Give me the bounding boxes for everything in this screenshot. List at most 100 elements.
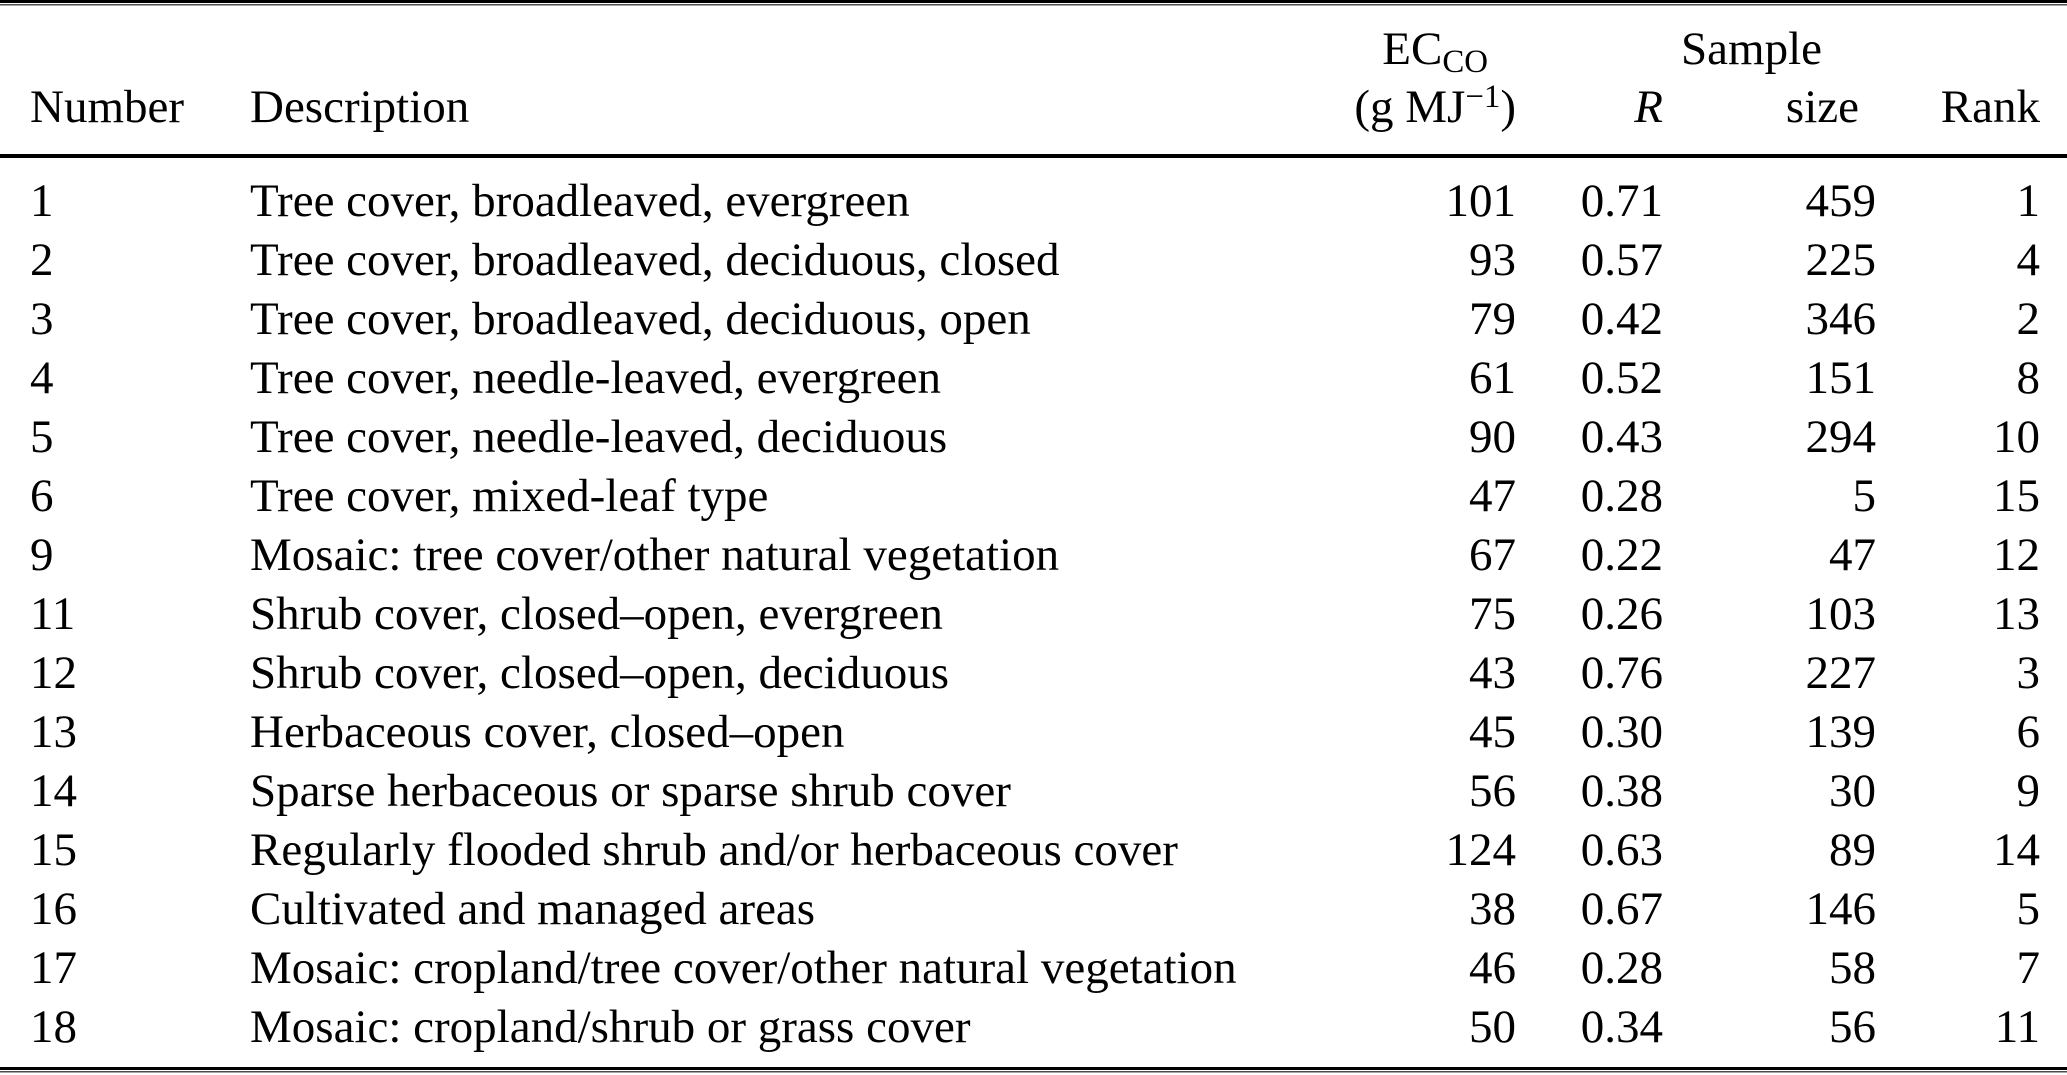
cell-description: Tree cover, needle-leaved, evergreen <box>250 352 942 404</box>
cell-sample-size: 346 <box>1805 293 1877 345</box>
table-body: 1 Tree cover, broadleaved, evergreen 101… <box>0 156 2067 1067</box>
cell-number: 4 <box>30 352 54 404</box>
table-row: 5 Tree cover, needle-leaved, deciduous 9… <box>0 408 2067 467</box>
cell-description: Tree cover, mixed-leaf type <box>250 470 769 522</box>
cell-rank: 14 <box>1993 824 2040 876</box>
cell-rank: 13 <box>1993 588 2040 640</box>
cell-rank: 15 <box>1993 470 2040 522</box>
cell-ec: 124 <box>1445 824 1517 876</box>
cell-number: 6 <box>30 470 54 522</box>
cell-description: Tree cover, broadleaved, evergreen <box>250 175 910 227</box>
cell-ec: 38 <box>1469 883 1516 935</box>
cell-sample-size: 5 <box>1852 470 1877 522</box>
cell-sample-size: 30 <box>1829 765 1876 817</box>
cell-number: 13 <box>30 706 77 758</box>
cell-ec: 45 <box>1469 706 1516 758</box>
cell-ec: 50 <box>1469 1001 1516 1053</box>
cell-r: 0.42 <box>1580 293 1663 345</box>
header-sample-line2: size <box>1785 81 1859 133</box>
table-row: 11 Shrub cover, closed–open, evergreen 7… <box>0 585 2067 644</box>
cell-r: 0.63 <box>1580 824 1663 876</box>
cell-number: 5 <box>30 411 54 463</box>
cell-ec: 79 <box>1469 293 1516 345</box>
cell-ec: 75 <box>1469 588 1516 640</box>
table-row: 17 Mosaic: cropland/tree cover/other nat… <box>0 939 2067 998</box>
table-header: Number Description ECCO (g MJ−1) R Sampl… <box>0 6 2067 158</box>
cell-r: 0.28 <box>1580 942 1663 994</box>
cell-r: 0.30 <box>1580 706 1663 758</box>
cell-rank: 11 <box>1994 1001 2040 1053</box>
cell-ec: 101 <box>1445 175 1517 227</box>
cell-r: 0.34 <box>1580 1001 1663 1053</box>
cell-ec: 47 <box>1469 470 1516 522</box>
table-row: 6 Tree cover, mixed-leaf type 47 0.28 5 … <box>0 467 2067 526</box>
cell-rank: 2 <box>2016 293 2041 345</box>
table-row: 12 Shrub cover, closed–open, deciduous 4… <box>0 644 2067 703</box>
cell-sample-size: 47 <box>1829 529 1876 581</box>
header-description: Description <box>220 6 1160 158</box>
table-row: 1 Tree cover, broadleaved, evergreen 101… <box>0 156 2067 231</box>
cell-number: 15 <box>30 824 77 876</box>
header-rank: Rank <box>1876 6 2067 158</box>
cell-ec: 43 <box>1469 647 1516 699</box>
cell-r: 0.43 <box>1580 411 1663 463</box>
cell-r: 0.57 <box>1580 234 1663 286</box>
table-row: 18 Mosaic: cropland/shrub or grass cover… <box>0 998 2067 1067</box>
cell-number: 14 <box>30 765 77 817</box>
cell-rank: 12 <box>1993 529 2040 581</box>
cell-rank: 6 <box>2016 706 2041 758</box>
cell-description: Shrub cover, closed–open, deciduous <box>250 647 950 699</box>
cell-ec: 46 <box>1469 942 1516 994</box>
cell-sample-size: 146 <box>1805 883 1877 935</box>
cell-r: 0.67 <box>1580 883 1663 935</box>
cell-description: Regularly flooded shrub and/or herbaceou… <box>250 824 1178 876</box>
cell-description: Shrub cover, closed–open, evergreen <box>250 588 943 640</box>
table-row: 9 Mosaic: tree cover/other natural veget… <box>0 526 2067 585</box>
cell-rank: 7 <box>2016 942 2041 994</box>
table-row: 15 Regularly flooded shrub and/or herbac… <box>0 821 2067 880</box>
cell-rank: 5 <box>2016 883 2041 935</box>
table-row: 2 Tree cover, broadleaved, deciduous, cl… <box>0 231 2067 290</box>
cell-rank: 8 <box>2016 352 2041 404</box>
cell-number: 2 <box>30 234 54 286</box>
cell-sample-size: 139 <box>1805 706 1877 758</box>
header-row: Number Description ECCO (g MJ−1) R Sampl… <box>0 6 2067 158</box>
cell-r: 0.26 <box>1580 588 1663 640</box>
header-ec: ECCO (g MJ−1) <box>1160 6 1516 158</box>
cell-number: 16 <box>30 883 77 935</box>
cell-sample-size: 227 <box>1805 647 1877 699</box>
bottom-rule <box>0 1067 2067 1073</box>
cell-number: 3 <box>30 293 54 345</box>
cell-r: 0.28 <box>1580 470 1663 522</box>
cell-sample-size: 89 <box>1829 824 1876 876</box>
cell-rank: 4 <box>2016 234 2041 286</box>
header-sample-line1: Sample <box>1681 23 1822 75</box>
cell-description: Mosaic: tree cover/other natural vegetat… <box>250 529 1060 581</box>
cell-sample-size: 103 <box>1805 588 1877 640</box>
cell-description: Sparse herbaceous or sparse shrub cover <box>250 765 1011 817</box>
cell-description: Mosaic: cropland/shrub or grass cover <box>250 1001 971 1053</box>
cell-rank: 9 <box>2016 765 2041 817</box>
cell-ec: 67 <box>1469 529 1516 581</box>
cell-r: 0.76 <box>1580 647 1663 699</box>
cell-number: 11 <box>30 588 76 640</box>
cell-description: Herbaceous cover, closed–open <box>250 706 845 758</box>
cell-rank: 3 <box>2016 647 2041 699</box>
cell-r: 0.38 <box>1580 765 1663 817</box>
cell-ec: 61 <box>1469 352 1516 404</box>
cell-ec: 56 <box>1469 765 1516 817</box>
header-ec-unit: (g MJ−1) <box>1354 79 1516 133</box>
cell-r: 0.52 <box>1580 352 1663 404</box>
cell-number: 1 <box>30 175 54 227</box>
cell-number: 17 <box>30 942 77 994</box>
table-row: 14 Sparse herbaceous or sparse shrub cov… <box>0 762 2067 821</box>
cell-description: Tree cover, needle-leaved, deciduous <box>250 411 948 463</box>
cell-number: 9 <box>30 529 54 581</box>
cell-sample-size: 294 <box>1805 411 1877 463</box>
header-ec-subscript: CO <box>1442 44 1489 81</box>
table-row: 13 Herbaceous cover, closed–open 45 0.30… <box>0 703 2067 762</box>
header-ec-exponent: −1 <box>1465 79 1501 116</box>
cell-ec: 93 <box>1469 234 1516 286</box>
cell-sample-size: 225 <box>1805 234 1877 286</box>
table-row: 4 Tree cover, needle-leaved, evergreen 6… <box>0 349 2067 408</box>
